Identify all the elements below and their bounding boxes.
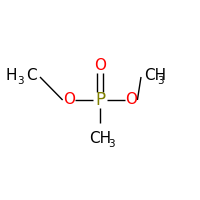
Text: CH: CH xyxy=(144,68,166,82)
Text: H: H xyxy=(5,68,17,82)
Text: 3: 3 xyxy=(108,139,115,149)
Text: O: O xyxy=(94,58,106,73)
Text: CH: CH xyxy=(89,131,111,146)
Text: 3: 3 xyxy=(158,76,164,86)
Text: 3: 3 xyxy=(17,76,24,86)
Text: O: O xyxy=(63,92,75,108)
Text: P: P xyxy=(95,91,105,109)
Text: O: O xyxy=(125,92,137,108)
Text: C: C xyxy=(26,68,37,82)
